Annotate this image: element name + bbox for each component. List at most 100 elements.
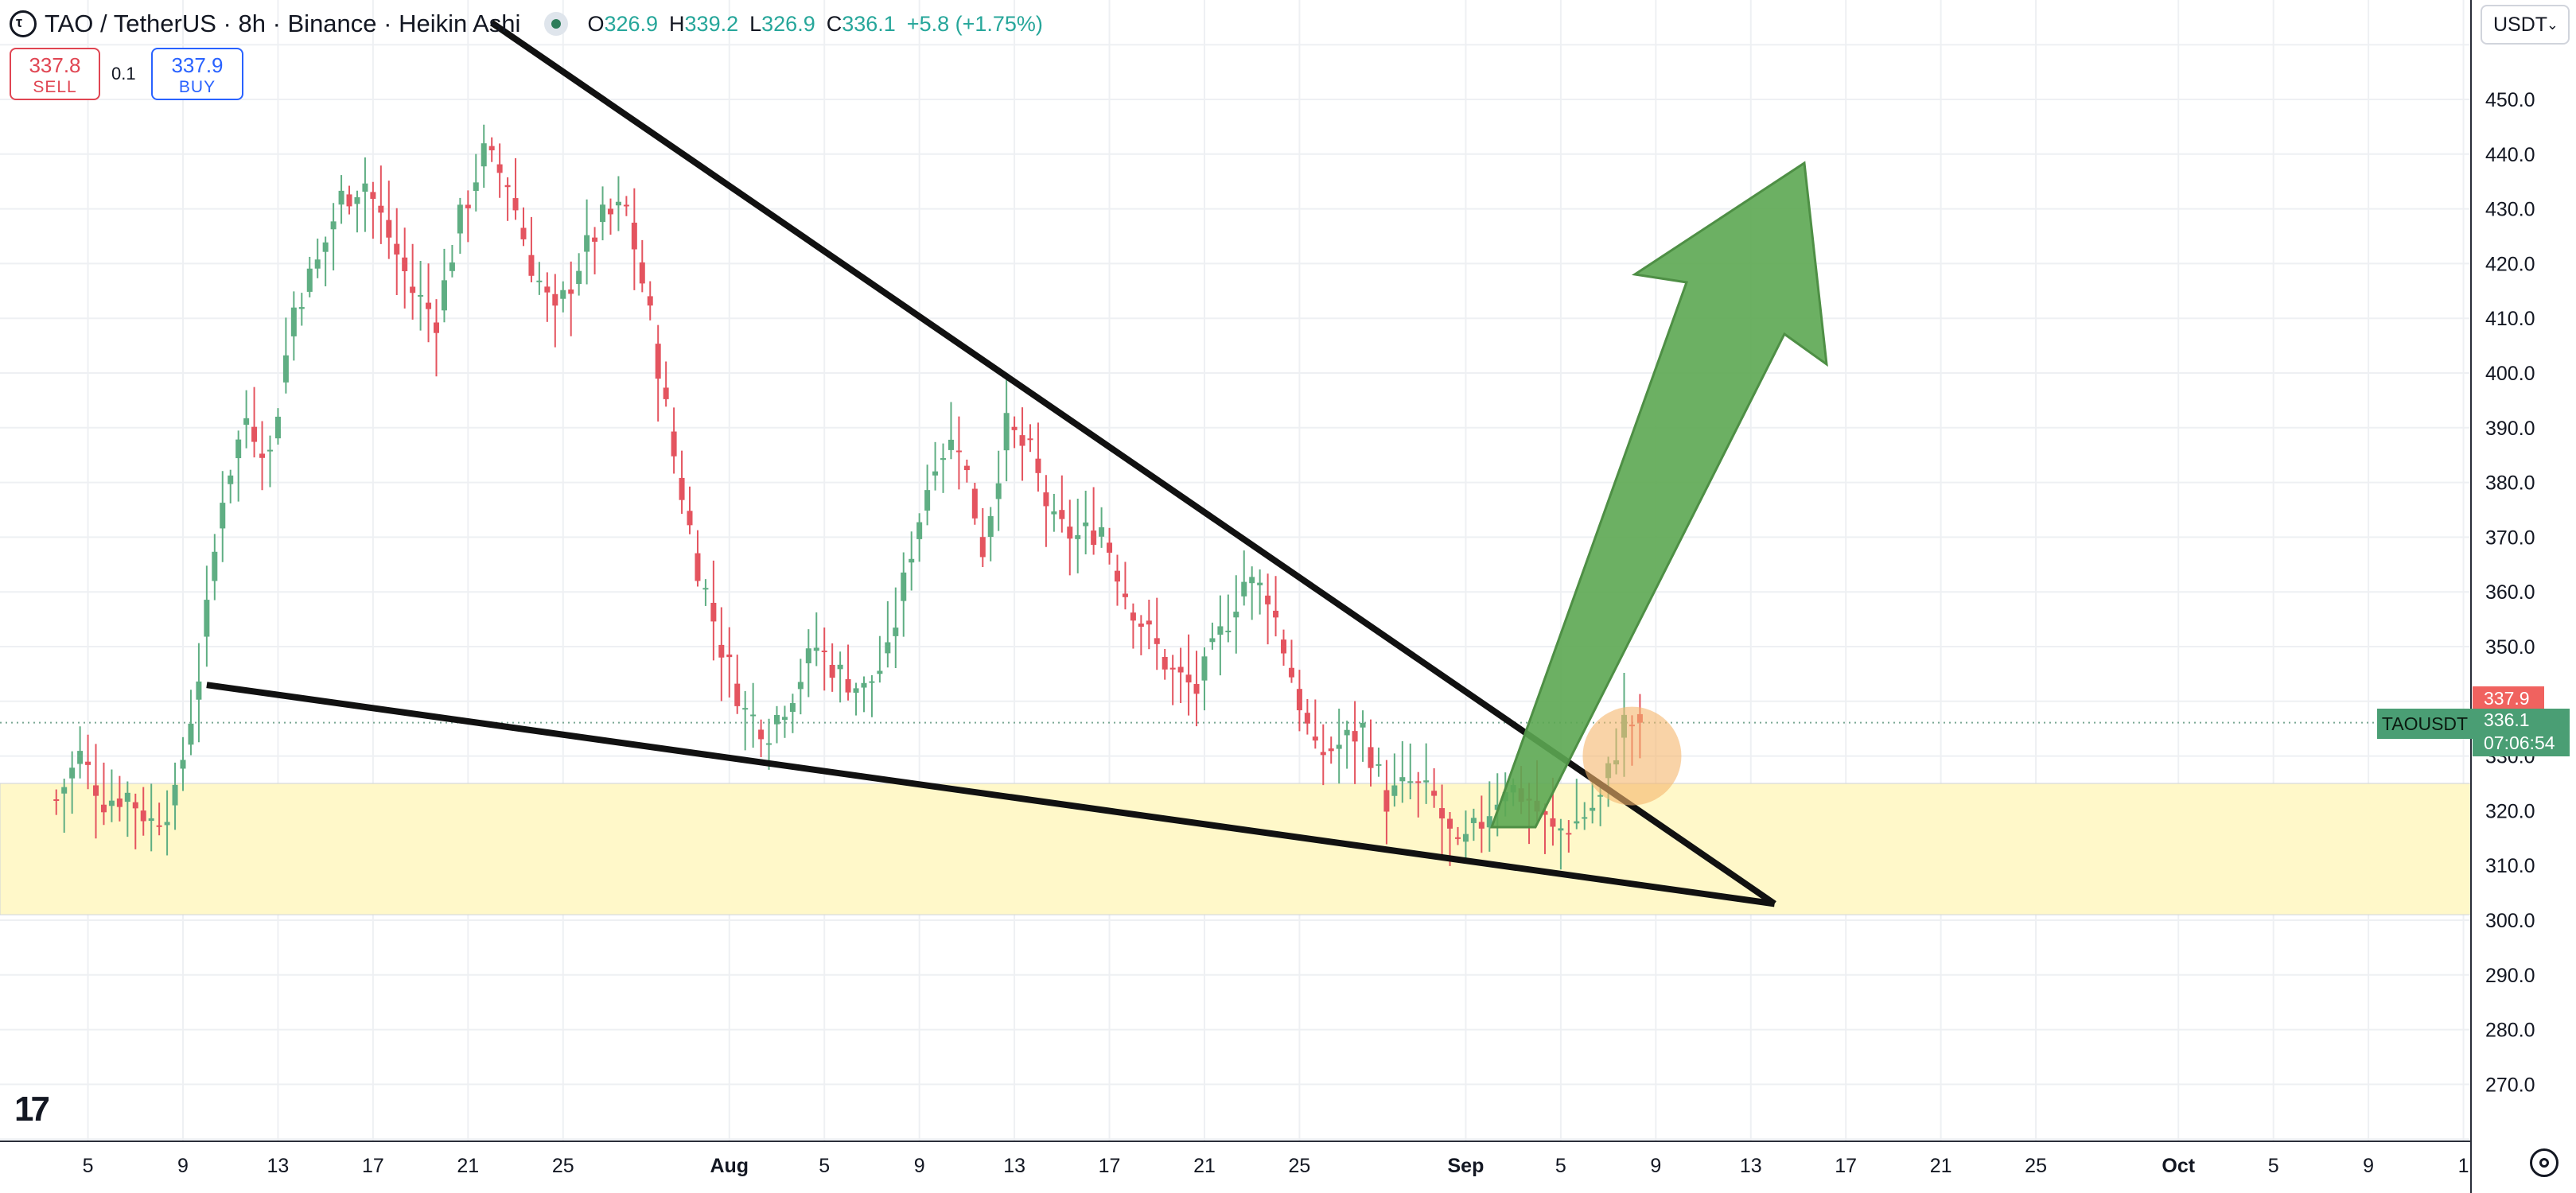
candle-body <box>758 729 765 740</box>
price-tick-label: 310.0 <box>2485 855 2535 877</box>
price-tick-label: 280.0 <box>2485 1020 2535 1042</box>
candle <box>1399 740 1406 803</box>
upper-trendline[interactable] <box>489 20 1776 907</box>
candle <box>488 137 495 162</box>
candle-body <box>1154 638 1160 644</box>
candle-body <box>53 799 60 802</box>
candle-body <box>885 642 891 654</box>
candle-body <box>726 654 733 658</box>
time-axis[interactable]: 5 9 13 17 21 25 Aug 5 9 13 17 21 25 Sep 5 9 13 17 21 25 Oct 5… <box>83 1155 2469 1177</box>
candle-body <box>1169 667 1176 670</box>
candle-body <box>901 572 907 601</box>
candle <box>987 507 994 562</box>
candle <box>1288 639 1294 683</box>
candle-body <box>797 682 804 690</box>
candle-body <box>1494 804 1500 810</box>
candle <box>576 253 582 296</box>
candle <box>821 627 827 691</box>
candle <box>457 197 463 255</box>
candle <box>1035 422 1041 492</box>
buy-button[interactable]: 337.9 BUY <box>151 48 243 100</box>
candle <box>362 157 368 232</box>
candle-body <box>1360 722 1366 728</box>
candle <box>418 260 424 331</box>
candle-body <box>1328 748 1334 752</box>
candle <box>600 186 606 241</box>
candle <box>1099 507 1105 548</box>
time-tick-label: 13 <box>267 1155 290 1177</box>
candle-body <box>520 227 527 239</box>
candle <box>639 239 645 293</box>
candle-body <box>1067 527 1073 539</box>
candle-body <box>710 602 717 622</box>
candle <box>306 256 313 297</box>
price-tick-label: 290.0 <box>2485 965 2535 987</box>
candle <box>1075 498 1081 573</box>
candle-body <box>93 785 99 796</box>
candle <box>1439 784 1446 861</box>
candle-body <box>1177 666 1184 673</box>
candle-body <box>251 426 258 442</box>
up-arrow-annotation[interactable] <box>1489 161 1828 829</box>
candle <box>346 185 352 215</box>
candle <box>671 407 677 474</box>
lower-trendline[interactable] <box>206 682 1776 907</box>
sell-button[interactable]: 337.8 SELL <box>10 48 100 100</box>
price-axis[interactable]: 270.0280.0290.0300.0310.0320.0330.0340.0… <box>2485 89 2535 1096</box>
candle-body <box>1352 731 1358 742</box>
gear-icon[interactable] <box>2530 1148 2558 1177</box>
candle <box>196 643 202 743</box>
candle <box>330 203 337 270</box>
candle-body <box>1225 630 1232 632</box>
currency-selector[interactable]: USDT ⌄ <box>2481 5 2570 45</box>
price-tick-label: 300.0 <box>2485 910 2535 932</box>
tv-logo-icon[interactable]: 17 <box>14 1090 50 1129</box>
candle-body <box>140 810 146 822</box>
candle <box>663 361 669 407</box>
candle <box>290 291 297 361</box>
candle <box>885 600 891 668</box>
candle <box>124 781 130 837</box>
candle <box>220 471 226 562</box>
candle-body <box>1590 807 1596 811</box>
candle <box>1273 576 1279 637</box>
candle <box>948 402 954 460</box>
candle-body <box>1288 667 1294 678</box>
candle-body <box>1431 791 1438 796</box>
candle-body <box>1083 522 1089 527</box>
symbol-price-tag: TAOUSDT <box>2377 709 2473 739</box>
candle-body <box>362 183 368 192</box>
candle <box>282 317 289 394</box>
candle <box>1304 698 1310 735</box>
candle-body <box>116 798 123 807</box>
candle-body <box>314 259 321 269</box>
candle-body <box>987 515 994 538</box>
candle <box>734 655 741 714</box>
candle <box>893 587 899 669</box>
candle-body <box>893 628 899 636</box>
candle-body <box>346 194 352 207</box>
candle <box>750 682 757 748</box>
price-tick-label: 350.0 <box>2485 636 2535 659</box>
candle <box>687 486 693 534</box>
time-tick-label: 9 <box>914 1155 925 1177</box>
candle <box>386 181 392 259</box>
eye-icon[interactable] <box>544 12 569 36</box>
symbol-title[interactable]: TAO / TetherUS · 8h · Binance · Heikin A… <box>45 10 521 37</box>
candle <box>955 416 962 490</box>
breakout-circle[interactable] <box>1582 706 1682 806</box>
candle-body <box>813 647 819 651</box>
candle <box>869 674 875 717</box>
candle <box>1122 562 1128 610</box>
candle-body <box>457 204 463 234</box>
candle <box>1542 803 1548 854</box>
candle <box>520 207 527 247</box>
candle-body <box>274 416 281 439</box>
candle <box>552 274 558 348</box>
candle-body <box>1146 620 1152 625</box>
candle-body <box>1075 534 1081 539</box>
candle <box>1107 527 1113 565</box>
candle-body <box>877 670 883 674</box>
candle <box>1027 424 1033 453</box>
